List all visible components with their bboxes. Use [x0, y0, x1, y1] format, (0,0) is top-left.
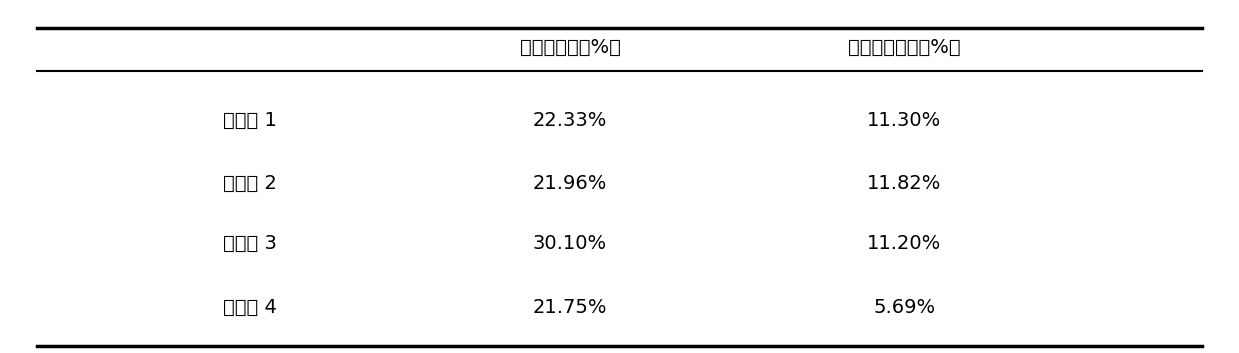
- Text: 22.33%: 22.33%: [533, 110, 607, 130]
- Text: 21.96%: 21.96%: [533, 174, 607, 193]
- Text: 精制多糖含量（%）: 精制多糖含量（%）: [849, 38, 960, 57]
- Text: 实施例 1: 实施例 1: [223, 110, 276, 130]
- Text: 11.20%: 11.20%: [867, 234, 942, 253]
- Text: 21.75%: 21.75%: [533, 298, 607, 317]
- Text: 11.30%: 11.30%: [867, 110, 942, 130]
- Text: 5.69%: 5.69%: [873, 298, 935, 317]
- Text: 11.82%: 11.82%: [867, 174, 942, 193]
- Text: 实施例 4: 实施例 4: [223, 298, 276, 317]
- Text: 30.10%: 30.10%: [533, 234, 607, 253]
- Text: 实施例 3: 实施例 3: [223, 234, 276, 253]
- Text: 实施例 2: 实施例 2: [223, 174, 276, 193]
- Text: 粗多糖含量（%）: 粗多糖含量（%）: [519, 38, 621, 57]
